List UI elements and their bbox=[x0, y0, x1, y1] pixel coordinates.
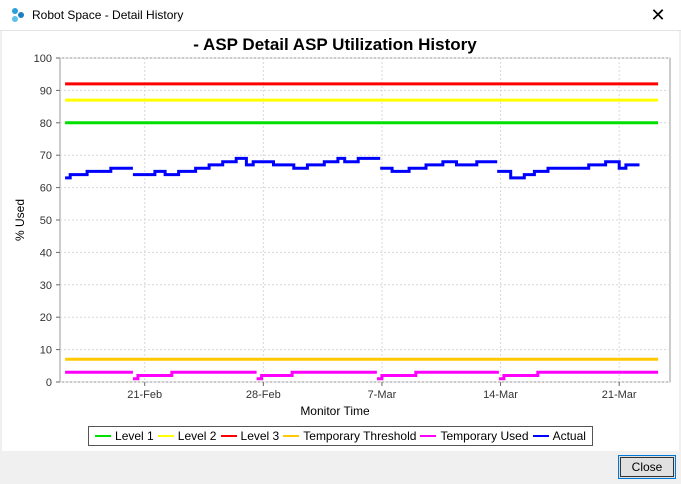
legend-item-temporary-threshold: Temporary Threshold bbox=[283, 429, 416, 443]
y-tick-label: 100 bbox=[34, 53, 52, 65]
y-tick-label: 70 bbox=[40, 150, 52, 162]
y-axis-label: % Used bbox=[13, 199, 27, 241]
series-line-temporary-used bbox=[256, 370, 377, 381]
x-tick-label: 21-Feb bbox=[127, 389, 162, 401]
y-tick-label: 80 bbox=[40, 118, 52, 130]
legend-swatch bbox=[157, 435, 174, 437]
legend-swatch bbox=[220, 435, 237, 437]
legend-item-level-2: Level 2 bbox=[157, 429, 217, 443]
x-tick-label: 7-Mar bbox=[368, 389, 397, 401]
legend-item-level-3: Level 3 bbox=[220, 429, 280, 443]
y-tick-label: 0 bbox=[46, 377, 52, 389]
y-tick-label: 30 bbox=[40, 280, 52, 292]
legend-label: Actual bbox=[552, 429, 586, 443]
legend-item-level-1: Level 1 bbox=[95, 429, 154, 443]
y-tick-label: 10 bbox=[40, 345, 52, 357]
y-tick-label: 20 bbox=[40, 312, 52, 324]
legend-label: Level 3 bbox=[240, 429, 280, 443]
history-chart: - ASP Detail ASP Utilization History 0 10 2… bbox=[13, 35, 671, 418]
legend-label: Level 2 bbox=[177, 429, 217, 443]
chart-legend: Level 1 Level 2 Level 3 Temporary Threshold… bbox=[88, 426, 593, 446]
legend-label: Temporary Used bbox=[440, 429, 529, 443]
legend-item-actual: Actual bbox=[532, 429, 586, 443]
series-line-temporary-used bbox=[498, 370, 623, 381]
x-tick-label: 21-Mar bbox=[602, 389, 637, 401]
series-line-actual bbox=[380, 160, 498, 173]
legend-swatch bbox=[283, 435, 300, 437]
legend-swatch bbox=[95, 435, 112, 437]
chart-title: - ASP Detail ASP Utilization History bbox=[193, 35, 477, 54]
y-tick-label: 90 bbox=[40, 85, 52, 97]
x-axis-label: Monitor Time bbox=[300, 404, 370, 418]
series-line-temporary-used bbox=[376, 370, 499, 381]
window-title: Robot Space - Detail History bbox=[32, 8, 184, 22]
legend-label: Level 1 bbox=[115, 429, 154, 443]
y-tick-label: 50 bbox=[40, 215, 52, 227]
legend-item-temporary-used: Temporary Used bbox=[420, 429, 529, 443]
series-line-actual bbox=[497, 160, 640, 180]
y-tick-label: 40 bbox=[40, 247, 52, 259]
y-tick-label: 60 bbox=[40, 183, 52, 195]
series-line-actual bbox=[132, 156, 381, 177]
legend-swatch bbox=[420, 435, 437, 437]
chart-panel: - ASP Detail ASP Utilization History 0 10 2… bbox=[2, 31, 679, 451]
legend-swatch bbox=[532, 435, 549, 437]
legend-label: Temporary Threshold bbox=[303, 429, 417, 443]
series-line-actual bbox=[65, 166, 133, 180]
close-icon[interactable]: ✕ bbox=[650, 5, 666, 25]
x-tick-label: 28-Feb bbox=[246, 389, 281, 401]
series-line-temporary-used bbox=[132, 370, 257, 381]
x-tick-label: 14-Mar bbox=[483, 389, 518, 401]
robot-space-icon bbox=[12, 8, 24, 22]
close-button[interactable]: Close bbox=[618, 455, 676, 479]
window-titlebar: Robot Space - Detail History ✕ bbox=[0, 0, 681, 31]
